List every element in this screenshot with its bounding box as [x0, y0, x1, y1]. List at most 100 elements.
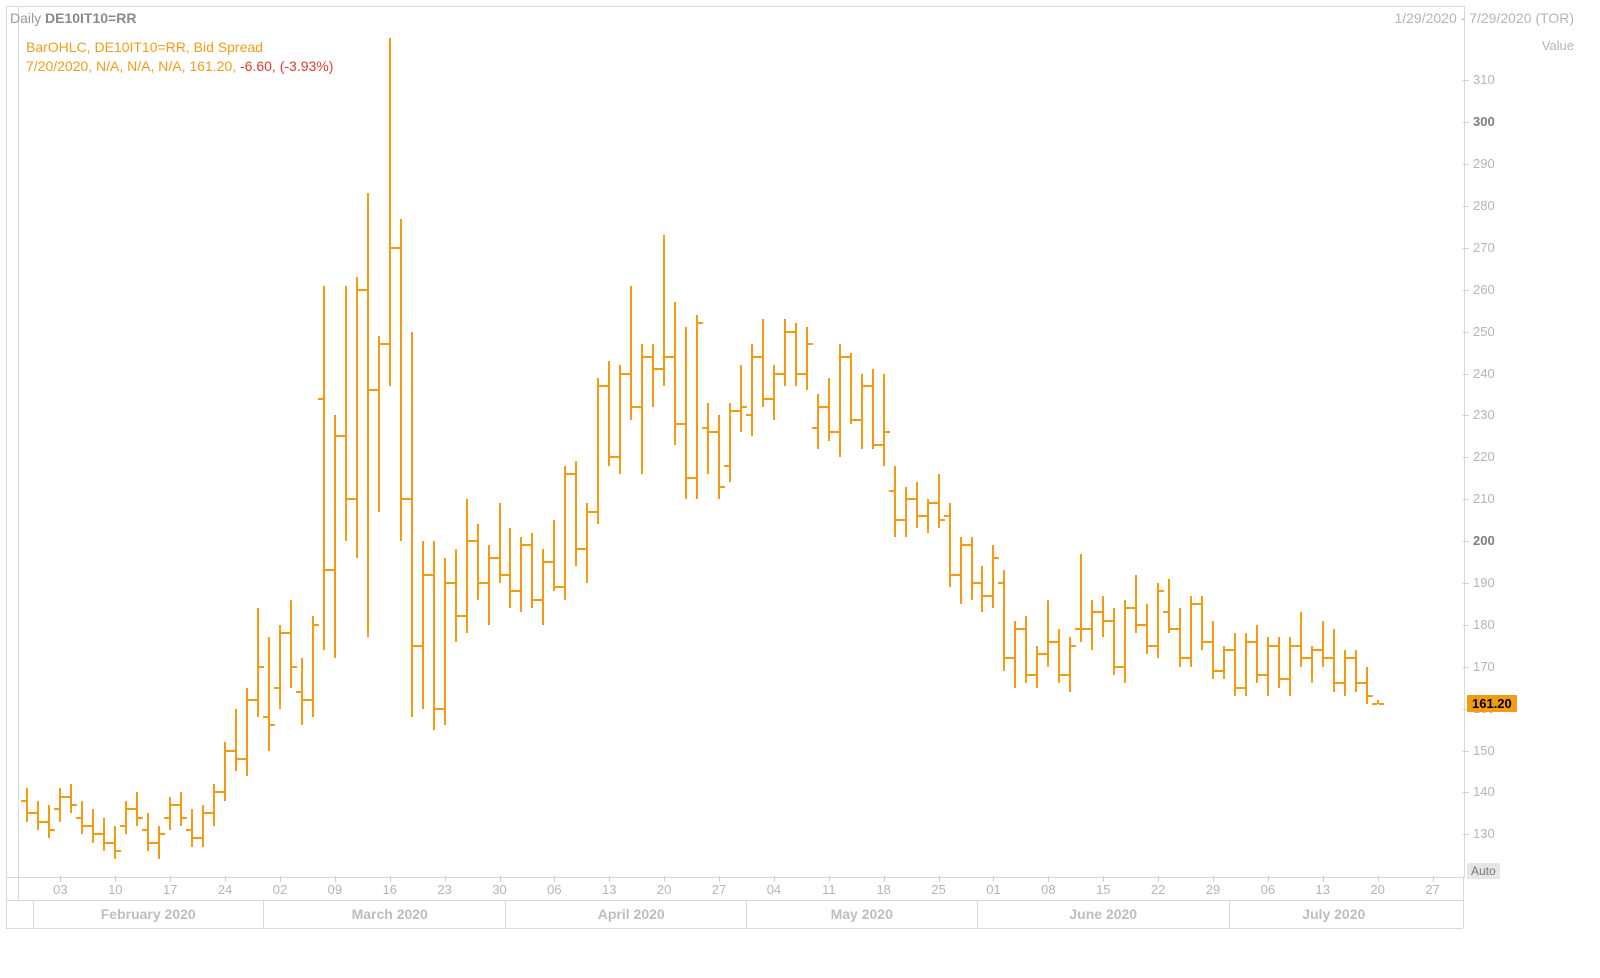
y-tick-mark — [1463, 415, 1469, 416]
ohlc-open-tick — [1108, 620, 1113, 622]
ohlc-open-tick — [1361, 682, 1366, 684]
ohlc-open-tick — [867, 385, 872, 387]
ohlc-open-tick — [1240, 687, 1245, 689]
ohlc-open-tick — [1075, 628, 1080, 630]
ohlc-open-tick — [878, 444, 883, 446]
ohlc-close-tick — [994, 557, 999, 559]
ohlc-bar — [1014, 621, 1016, 688]
y-tick-label: 180 — [1473, 617, 1495, 632]
ohlc-open-tick — [450, 582, 455, 584]
ohlc-open-tick — [373, 389, 378, 391]
ohlc-open-tick — [274, 687, 279, 689]
ohlc-close-tick — [885, 431, 890, 433]
ohlc-open-tick — [724, 465, 729, 467]
ohlc-open-tick — [483, 582, 488, 584]
ohlc-bar — [751, 344, 753, 436]
ohlc-bar — [114, 826, 116, 860]
ohlc-open-tick — [285, 632, 290, 634]
y-tick-mark — [1463, 80, 1469, 81]
y-tick-label: 270 — [1473, 240, 1495, 255]
x-tick-label: 11 — [822, 882, 836, 897]
ohlc-bar — [894, 466, 896, 537]
ohlc-open-tick — [1174, 628, 1179, 630]
x-tick-label: 27 — [712, 882, 726, 897]
ohlc-bar — [301, 658, 303, 725]
ohlc-close-tick — [72, 804, 77, 806]
ohlc-bar — [1003, 570, 1005, 671]
ohlc-bar — [37, 801, 39, 830]
ohlc-bar — [597, 378, 599, 525]
ohlc-open-tick — [153, 842, 158, 844]
ohlc-bar — [389, 38, 391, 386]
ohlc-bar — [202, 805, 204, 847]
ohlc-open-tick — [1284, 678, 1289, 680]
ohlc-close-tick — [720, 486, 725, 488]
ohlc-open-tick — [1317, 649, 1322, 651]
ohlc-open-tick — [439, 708, 444, 710]
ohlc-open-tick — [1229, 649, 1234, 651]
x-tick-label: 06 — [547, 882, 561, 897]
x-tick-label: 01 — [986, 882, 1000, 897]
x-tick-label: 23 — [437, 882, 451, 897]
ohlc-open-tick — [933, 502, 938, 504]
ohlc-bar — [26, 788, 28, 822]
ohlc-bar — [169, 797, 171, 831]
y-axis-title: Value — [1542, 38, 1574, 53]
ohlc-open-tick — [603, 385, 608, 387]
ohlc-open-tick — [208, 812, 213, 814]
ohlc-bar — [872, 369, 874, 449]
ohlc-bar — [784, 319, 786, 386]
ohlc-open-tick — [911, 498, 916, 500]
x-tick-label: 06 — [1261, 882, 1275, 897]
ohlc-bar — [707, 403, 709, 474]
ohlc-open-tick — [955, 574, 960, 576]
ohlc-close-tick — [50, 829, 55, 831]
ohlc-bar — [1124, 600, 1126, 684]
ohlc-open-tick — [922, 515, 927, 517]
auto-scale-badge[interactable]: Auto — [1467, 863, 1500, 879]
ohlc-open-tick — [109, 842, 114, 844]
date-range: 1/29/2020 - 7/29/2020 (TOR) — [1394, 10, 1574, 26]
ohlc-open-tick — [230, 750, 235, 752]
ohlc-open-tick — [406, 498, 411, 500]
y-tick-mark — [1463, 164, 1469, 165]
ohlc-open-tick — [120, 825, 125, 827]
x-tick-label: 09 — [328, 882, 342, 897]
ohlc-open-tick — [219, 791, 224, 793]
ohlc-open-tick — [1053, 641, 1058, 643]
ohlc-open-tick — [570, 473, 575, 475]
ohlc-bar — [455, 549, 457, 641]
month-separator — [746, 900, 747, 928]
y-tick-mark — [1463, 248, 1469, 249]
ohlc-bar — [685, 327, 687, 499]
plot-area[interactable] — [22, 30, 1460, 872]
ohlc-bar — [136, 792, 138, 826]
ohlc-open-tick — [548, 561, 553, 563]
ohlc-open-tick — [702, 427, 707, 429]
ohlc-close-tick — [259, 666, 264, 668]
ohlc-open-tick — [1273, 645, 1278, 647]
ohlc-open-tick — [1141, 624, 1146, 626]
ohlc-open-tick — [823, 406, 828, 408]
ohlc-close-tick — [292, 666, 297, 668]
ohlc-open-tick — [307, 699, 312, 701]
x-tick-label: 20 — [1370, 882, 1384, 897]
ohlc-bar — [70, 784, 72, 813]
x-tick-label: 20 — [657, 882, 671, 897]
ohlc-close-tick — [808, 343, 813, 345]
ohlc-open-tick — [472, 540, 477, 542]
month-separator — [1229, 900, 1230, 928]
ohlc-open-tick — [515, 590, 520, 592]
x-tick-label: 16 — [382, 882, 396, 897]
ohlc-open-tick — [131, 808, 136, 810]
axis-inner-cap — [18, 876, 19, 900]
ohlc-bar — [158, 826, 160, 860]
ohlc-open-tick — [812, 427, 817, 429]
ohlc-open-tick — [252, 699, 257, 701]
y-tick-mark — [1463, 499, 1469, 500]
x-tick-label: 02 — [273, 882, 287, 897]
ohlc-bar — [103, 818, 105, 852]
ohlc-open-tick — [1020, 628, 1025, 630]
ohlc-bar — [696, 315, 698, 499]
ohlc-close-tick — [138, 817, 143, 819]
